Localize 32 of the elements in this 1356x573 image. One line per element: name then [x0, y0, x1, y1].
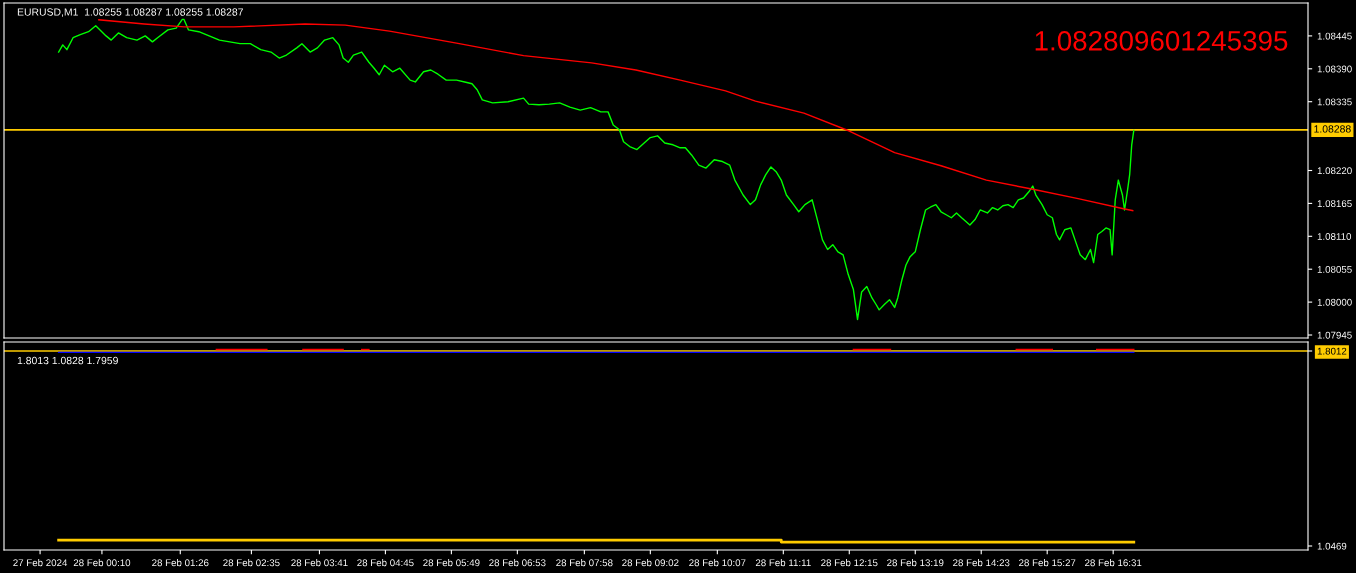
x-tick-label: 28 Feb 12:15	[821, 559, 878, 567]
y-tick-label: 1.08390	[1317, 65, 1352, 73]
y-tick-label: 1.08335	[1317, 98, 1352, 106]
x-tick-label: 28 Feb 15:27	[1019, 559, 1076, 567]
x-tick-label: 28 Feb 02:35	[223, 559, 280, 567]
x-tick-label: 28 Feb 10:07	[689, 559, 746, 567]
y-tick-label: 1.08165	[1317, 200, 1352, 208]
x-tick-label: 28 Feb 09:02	[622, 559, 679, 567]
x-tick-label: 28 Feb 14:23	[953, 559, 1010, 567]
x-tick-label: 28 Feb 03:41	[291, 559, 348, 567]
chart-title: EURUSD,M1 1.08255 1.08287 1.08255 1.08287	[17, 8, 243, 17]
x-tick-label: 27 Feb 2024	[13, 559, 68, 567]
x-tick-label: 28 Feb 13:19	[887, 559, 944, 567]
ref-line-label: 1.08288	[1314, 125, 1351, 133]
x-tick-label: 28 Feb 04:45	[357, 559, 414, 567]
y-tick-label: 1.07945	[1317, 331, 1352, 339]
y-tick-label: 1.8012	[1317, 347, 1347, 355]
y-tick-label: 1.08000	[1317, 298, 1352, 306]
x-tick-label: 28 Feb 05:49	[423, 559, 480, 567]
y-tick-label: 1.08445	[1317, 32, 1352, 40]
x-tick-label: 28 Feb 01:26	[152, 559, 209, 567]
annotation: 1.082809601245395	[1035, 30, 1288, 51]
x-tick-label: 28 Feb 00:10	[73, 559, 131, 567]
x-tick-label: 28 Feb 11:11	[755, 559, 811, 567]
y-tick-label: 1.08220	[1317, 167, 1352, 175]
y-tick-label: 1.0469	[1317, 542, 1347, 550]
x-tick-label: 28 Feb 07:58	[556, 559, 613, 567]
x-tick-label: 28 Feb 06:53	[489, 559, 546, 567]
text: 1.8013 1.0828 1.7959	[17, 356, 118, 365]
y-tick-label: 1.08110	[1317, 233, 1352, 240]
y-tick-label: 1.08055	[1317, 265, 1352, 273]
x-tick-label: 28 Feb 16:31	[1085, 559, 1142, 567]
